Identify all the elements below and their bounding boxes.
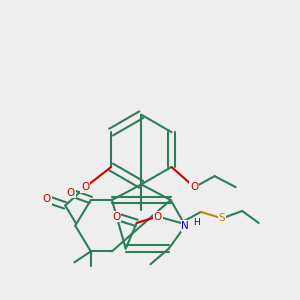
Text: O: O xyxy=(67,188,75,198)
Text: O: O xyxy=(81,182,89,192)
Text: O: O xyxy=(43,194,51,204)
Text: N: N xyxy=(182,221,189,231)
Text: S: S xyxy=(219,213,225,223)
Text: O: O xyxy=(154,212,162,221)
Text: O: O xyxy=(112,212,121,221)
Text: H: H xyxy=(193,218,200,227)
Text: O: O xyxy=(190,182,199,192)
